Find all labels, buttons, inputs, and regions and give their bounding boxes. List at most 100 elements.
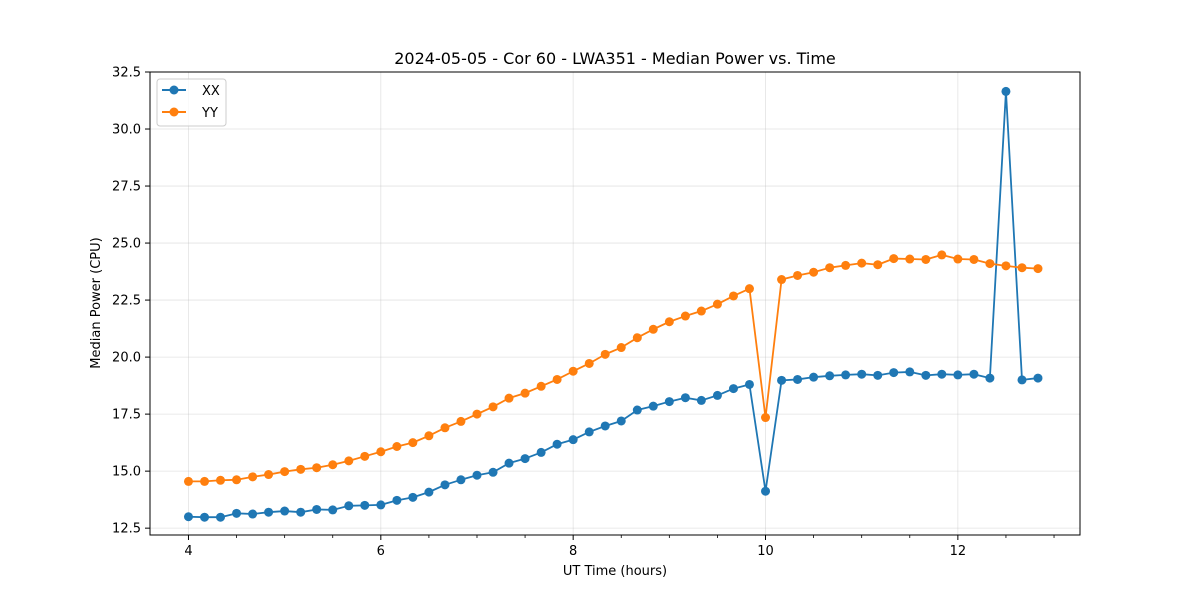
data-point-yy	[328, 460, 338, 470]
data-point-xx	[504, 458, 514, 468]
data-point-xx	[520, 454, 530, 464]
series-yy	[183, 250, 1043, 486]
data-point-xx	[552, 439, 562, 449]
data-point-yy	[360, 451, 370, 461]
data-point-yy	[248, 472, 258, 482]
y-tick-label: 30.0	[112, 123, 141, 138]
data-point-yy	[344, 456, 354, 466]
data-point-yy	[200, 476, 210, 486]
data-point-xx	[777, 375, 787, 385]
data-point-xx	[841, 370, 851, 380]
data-point-yy	[712, 299, 722, 309]
data-point-yy	[969, 254, 979, 264]
data-point-yy	[648, 324, 658, 334]
data-point-xx	[264, 507, 274, 517]
data-point-xx	[215, 512, 225, 522]
data-point-yy	[215, 475, 225, 485]
data-point-yy	[456, 416, 466, 426]
data-point-xx	[312, 504, 322, 514]
data-point-yy	[504, 393, 514, 403]
data-point-xx	[873, 370, 883, 380]
data-point-yy	[392, 442, 402, 452]
data-point-yy	[1001, 261, 1011, 271]
data-point-xx	[440, 480, 450, 490]
data-point-xx	[905, 367, 915, 377]
x-axis-title: UT Time (hours)	[563, 564, 667, 579]
data-point-xx	[761, 486, 771, 496]
legend-marker-yy	[169, 107, 179, 117]
data-point-xx	[296, 507, 306, 517]
data-point-xx	[248, 509, 258, 519]
y-tick-label: 17.5	[112, 408, 141, 423]
data-point-xx	[809, 372, 819, 382]
data-point-yy	[937, 250, 947, 260]
data-point-xx	[408, 492, 418, 502]
data-point-xx	[1033, 373, 1043, 383]
data-point-xx	[360, 500, 370, 510]
y-tick-label: 25.0	[112, 237, 141, 252]
data-point-yy	[905, 254, 915, 264]
data-point-yy	[632, 333, 642, 343]
data-point-xx	[376, 500, 386, 510]
data-point-xx	[568, 435, 578, 445]
data-point-yy	[680, 311, 690, 321]
data-point-yy	[761, 413, 771, 423]
data-point-xx	[1017, 375, 1027, 385]
data-point-yy	[857, 258, 867, 268]
y-tick-label: 20.0	[112, 351, 141, 366]
data-point-xx	[664, 397, 674, 407]
y-tick-label: 27.5	[112, 180, 141, 195]
data-point-yy	[584, 358, 594, 368]
data-point-xx	[1001, 86, 1011, 96]
data-point-yy	[536, 381, 546, 391]
data-point-yy	[777, 275, 787, 285]
data-point-xx	[536, 447, 546, 457]
data-point-yy	[600, 349, 610, 359]
data-point-xx	[937, 369, 947, 379]
data-point-xx	[825, 371, 835, 381]
data-point-yy	[1017, 263, 1027, 273]
data-point-xx	[648, 401, 658, 411]
data-point-xx	[600, 421, 610, 431]
legend-marker-xx	[169, 85, 179, 95]
data-point-xx	[584, 427, 594, 437]
data-point-yy	[183, 476, 193, 486]
data-point-xx	[953, 370, 963, 380]
data-point-xx	[200, 512, 210, 522]
data-point-yy	[264, 470, 274, 480]
y-tick-label: 32.5	[112, 66, 141, 81]
data-point-yy	[552, 374, 562, 384]
data-point-yy	[296, 464, 306, 474]
data-point-yy	[985, 259, 995, 269]
data-point-yy	[280, 467, 290, 477]
data-point-yy	[312, 463, 322, 473]
data-point-yy	[841, 260, 851, 270]
series-xx	[183, 86, 1043, 522]
data-point-xx	[488, 467, 498, 477]
data-point-yy	[728, 291, 738, 301]
x-tick-label: 12	[950, 544, 967, 559]
data-point-xx	[344, 501, 354, 511]
data-point-xx	[969, 369, 979, 379]
data-point-yy	[825, 263, 835, 273]
series-layer	[183, 86, 1043, 522]
data-point-xx	[728, 384, 738, 394]
data-point-xx	[183, 512, 193, 522]
data-point-yy	[568, 366, 578, 376]
data-point-yy	[424, 431, 434, 441]
data-point-yy	[744, 284, 754, 294]
x-axis: 4 6 8 10 12	[184, 535, 1055, 559]
x-tick-label: 10	[757, 544, 774, 559]
x-tick-label: 8	[569, 544, 577, 559]
data-point-yy	[232, 475, 242, 485]
plot-area-frame	[149, 71, 1081, 536]
x-tick-label: 4	[184, 544, 192, 559]
data-point-xx	[632, 405, 642, 415]
data-point-yy	[616, 343, 626, 353]
data-point-xx	[680, 393, 690, 403]
data-point-yy	[809, 267, 819, 277]
data-point-xx	[793, 374, 803, 384]
data-point-yy	[664, 317, 674, 327]
data-point-xx	[424, 487, 434, 497]
